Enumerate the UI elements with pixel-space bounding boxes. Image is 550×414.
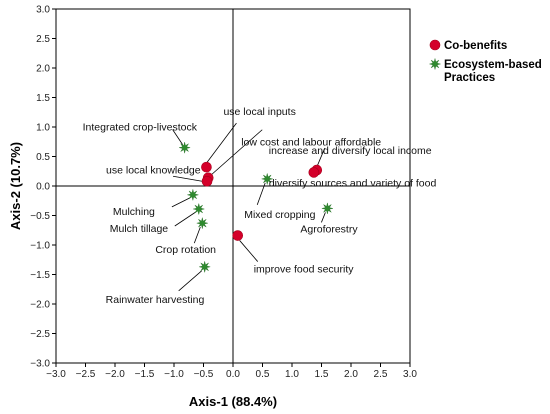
leader-line-mulch-tillage xyxy=(174,211,197,227)
x-axis-ticks: −3.0 −2.5 −2.0 −1.5 −1.0 −0.5 0.0 0.5 1.0 1.5 2.0 2… xyxy=(46,363,417,380)
x-tick-label: −1.5 xyxy=(135,369,155,380)
legend-label-co-benefits: Co-benefits xyxy=(444,40,507,52)
y-tick-label: −0.5 xyxy=(30,211,50,222)
legend: Co-benefits Ecosystem-based Practices xyxy=(429,39,542,84)
legend-circle-icon xyxy=(429,39,441,51)
y-axis-title: Axis-2 (10.7%) xyxy=(8,142,23,230)
leader-line-mixed-cropping xyxy=(256,182,266,206)
label-use-local-inputs: use local inputs xyxy=(223,106,295,118)
point-use-local-inputs xyxy=(201,161,212,173)
y-tick-label: 1.0 xyxy=(36,123,50,134)
label-rainwater-harvesting: Rainwater harvesting xyxy=(106,294,205,306)
x-tick-label: 2.0 xyxy=(344,369,358,380)
y-tick-label: 0.5 xyxy=(36,152,50,163)
x-tick-label: 2.5 xyxy=(374,369,388,380)
leader-line-agroforestry xyxy=(321,212,326,223)
leader-line-mulching xyxy=(171,197,191,208)
x-tick-label: −2.0 xyxy=(105,369,125,380)
x-tick-label: 1.5 xyxy=(315,369,329,380)
x-tick-label: −1.0 xyxy=(164,369,184,380)
x-tick-label: 0.0 xyxy=(226,369,240,380)
point-mulching xyxy=(187,189,199,201)
x-tick-label: 3.0 xyxy=(403,369,417,380)
point-mulch-tillage xyxy=(193,203,205,215)
point-integrated-crop-livestock xyxy=(179,142,191,154)
point-improve-food-security xyxy=(232,230,244,241)
x-axis-title: Axis-1 (88.4%) xyxy=(189,394,277,409)
label-diversify-sources-and-variety-of-food: diversify sources and variety of food xyxy=(269,177,437,189)
y-tick-label: 2.0 xyxy=(36,64,50,75)
y-tick-label: 1.5 xyxy=(36,93,50,104)
label-mulching: Mulching xyxy=(113,206,155,218)
legend-label-ecosystem-line2: Practices xyxy=(444,72,495,84)
label-mulch-tillage: Mulch tillage xyxy=(110,223,169,235)
label-low-cost-and-labour-affordable: low cost and labour affordable xyxy=(241,137,381,149)
label-use-local-knowledge: use local knowledge xyxy=(106,164,201,176)
point-mixed-cropping xyxy=(261,173,273,185)
x-tick-label: −3.0 xyxy=(46,369,66,380)
label-improve-food-security: improve food security xyxy=(254,264,355,276)
x-tick-label: −2.5 xyxy=(76,369,96,380)
y-tick-label: 0.0 xyxy=(36,182,50,193)
point-use-local-knowledge xyxy=(201,175,213,187)
leader-line-use-local-inputs xyxy=(206,122,237,164)
x-tick-label: 0.5 xyxy=(256,369,270,380)
legend-label-ecosystem-line1: Ecosystem-based xyxy=(444,59,542,71)
reference-lines xyxy=(56,9,410,363)
label-increase-and-diversify-local-income: increase and diversify local income xyxy=(269,145,432,157)
leader-line-increase-and-diversify-local-income xyxy=(316,147,326,168)
legend-star-icon xyxy=(429,58,441,70)
data-markers xyxy=(179,142,333,273)
y-tick-label: −2.5 xyxy=(30,329,50,340)
y-tick-label: 2.5 xyxy=(36,34,50,45)
y-tick-label: −1.0 xyxy=(30,241,50,252)
y-tick-label: −1.5 xyxy=(30,270,50,281)
leader-line-crop-rotation xyxy=(193,227,201,244)
legend-star-shape xyxy=(429,58,441,70)
point-diversify-sources-and-variety-of-food xyxy=(308,167,320,178)
x-tick-label: −0.5 xyxy=(194,369,214,380)
leader-line-improve-food-security xyxy=(239,240,259,262)
leader-line-low-cost-and-labour-affordable xyxy=(209,129,263,177)
label-crop-rotation: Crop rotation xyxy=(155,244,216,256)
label-agroforestry: Agroforestry xyxy=(300,223,358,235)
point-rainwater-harvesting xyxy=(199,261,211,273)
leader-line-rainwater-harvesting xyxy=(178,270,202,292)
label-integrated-crop-livestock: Integrated crop-livestock xyxy=(83,122,198,134)
y-tick-label: 3.0 xyxy=(36,5,50,16)
label-leader-lines xyxy=(171,122,326,292)
leader-line-integrated-crop-livestock xyxy=(172,129,183,145)
y-axis-ticks: 3.0 2.5 2.0 1.5 1.0 0.5 0.0 −0.5 −1.0 −1.5 −2.0 −2.… xyxy=(30,5,56,370)
leader-line-use-local-knowledge xyxy=(172,175,203,182)
y-tick-label: −3.0 xyxy=(30,359,50,370)
label-mixed-cropping: Mixed cropping xyxy=(244,209,315,221)
x-tick-label: 1.0 xyxy=(285,369,299,380)
point-crop-rotation xyxy=(196,217,208,229)
point-labels: use local inputs low cost and labour affo… xyxy=(83,106,437,306)
point-agroforestry xyxy=(321,202,333,214)
y-tick-label: −2.0 xyxy=(30,300,50,311)
